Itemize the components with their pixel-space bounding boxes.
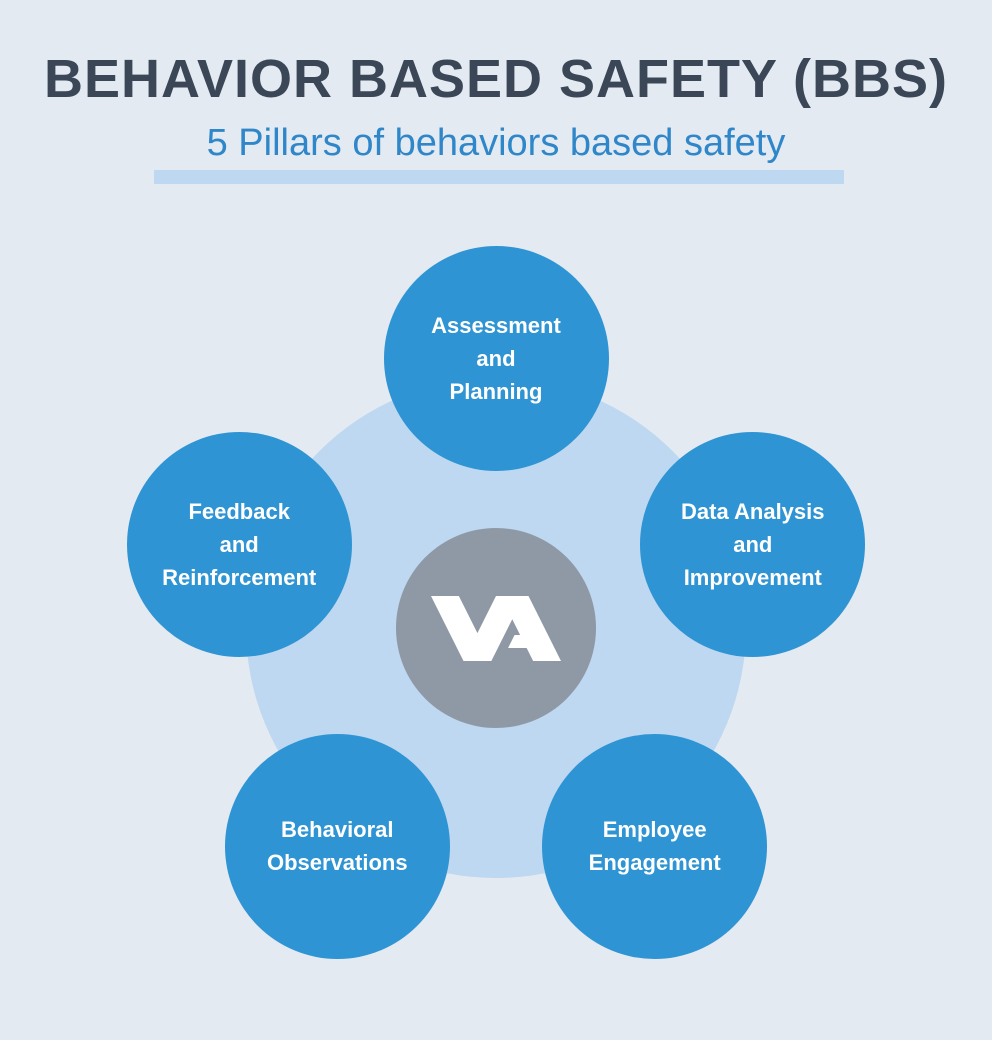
pillar-1: Data AnalysisandImprovement bbox=[640, 432, 865, 657]
pillar-2-line-1: Engagement bbox=[589, 846, 721, 879]
pillar-4-line-2: Reinforcement bbox=[162, 561, 316, 594]
pillar-0: AssessmentandPlanning bbox=[384, 246, 609, 471]
pillar-3: BehavioralObservations bbox=[225, 734, 450, 959]
subtitle-text: 5 Pillars of behaviors based safety bbox=[207, 122, 786, 164]
pillar-4-line-1: and bbox=[220, 528, 259, 561]
pillar-4-line-0: Feedback bbox=[188, 495, 290, 528]
subtitle-underline bbox=[154, 170, 844, 184]
pillar-3-line-1: Observations bbox=[267, 846, 408, 879]
pillar-2-line-0: Employee bbox=[603, 813, 707, 846]
pillar-1-line-1: and bbox=[733, 528, 772, 561]
center-logo-circle bbox=[396, 528, 596, 728]
page-title: BEHAVIOR BASED SAFETY (BBS) bbox=[0, 48, 992, 110]
via-logo-icon bbox=[431, 596, 561, 661]
pillar-2: EmployeeEngagement bbox=[542, 734, 767, 959]
pillar-1-line-0: Data Analysis bbox=[681, 495, 824, 528]
pillar-0-line-0: Assessment bbox=[431, 309, 561, 342]
pillars-diagram: AssessmentandPlanningData AnalysisandImp… bbox=[86, 258, 906, 1018]
pillar-0-line-2: Planning bbox=[450, 375, 543, 408]
pillar-1-line-2: Improvement bbox=[684, 561, 822, 594]
pillar-4: FeedbackandReinforcement bbox=[127, 432, 352, 657]
pillar-3-line-0: Behavioral bbox=[281, 813, 394, 846]
pillar-0-line-1: and bbox=[476, 342, 515, 375]
subtitle-wrap: 5 Pillars of behaviors based safety bbox=[0, 122, 992, 165]
page-subtitle: 5 Pillars of behaviors based safety bbox=[207, 122, 786, 165]
